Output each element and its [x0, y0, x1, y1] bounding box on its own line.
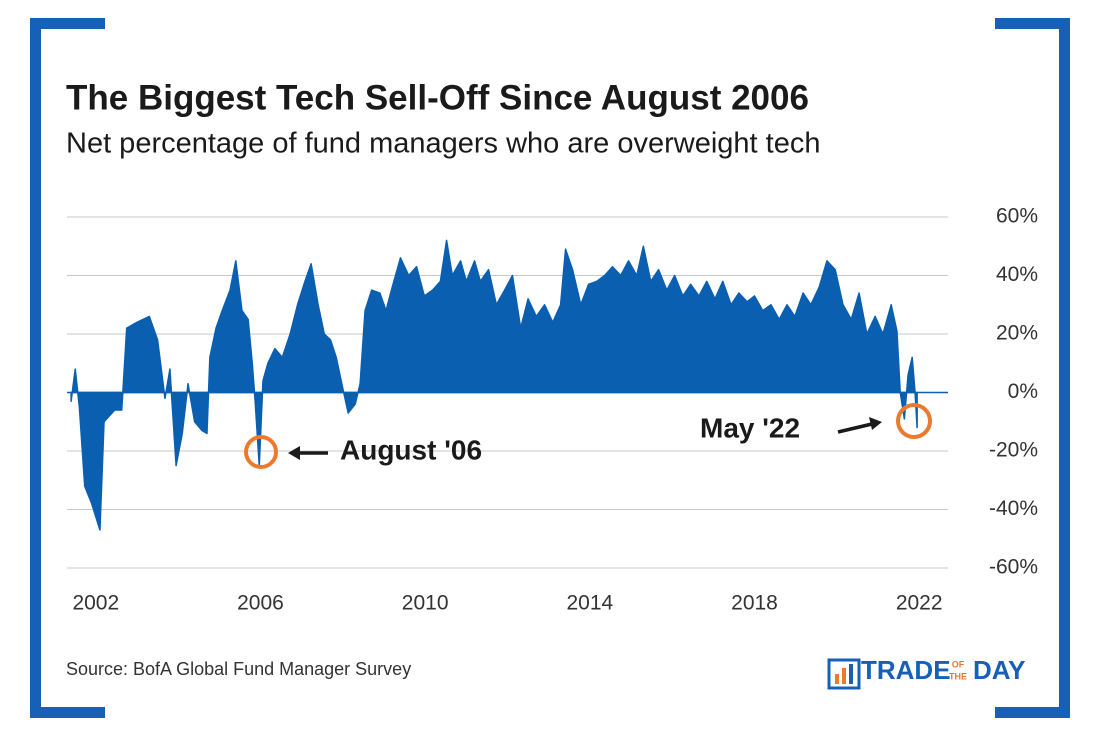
x-tick-label: 2018	[731, 592, 778, 615]
x-tick-label: 2006	[237, 592, 284, 615]
logo-text: DAY	[973, 655, 1026, 685]
y-tick-label: 0%	[1008, 380, 1038, 403]
x-tick-label: 2014	[566, 592, 613, 615]
y-tick-label: -20%	[989, 439, 1038, 462]
annotation: August '06	[340, 434, 482, 465]
annotation: May '22	[700, 412, 800, 443]
arrows	[288, 417, 882, 460]
logo-text: THE	[949, 671, 967, 681]
logo-text: TRADE	[861, 655, 951, 685]
y-tick-label: 20%	[996, 322, 1038, 345]
logo-text: OF	[952, 659, 965, 669]
highlight-circle	[896, 403, 932, 439]
y-tick-label: -60%	[989, 556, 1038, 579]
y-tick-label: 60%	[996, 205, 1038, 228]
frame	[30, 18, 1070, 718]
chart-title: The Biggest Tech Sell-Off Since August 2…	[66, 78, 809, 117]
logo: TRADE OF THE DAY	[827, 655, 1026, 690]
x-tick-label: 2010	[402, 592, 449, 615]
y-tick-label: 40%	[996, 263, 1038, 286]
highlight-circle	[244, 435, 278, 469]
x-tick-label: 2002	[72, 592, 119, 615]
area	[70, 239, 918, 531]
source: Source: BofA Global Fund Manager Survey	[66, 659, 411, 679]
chart-subtitle: Net percentage of fund managers who are …	[66, 128, 820, 160]
x-tick-label: 2022	[896, 592, 943, 615]
y-tick-label: -40%	[989, 497, 1038, 520]
